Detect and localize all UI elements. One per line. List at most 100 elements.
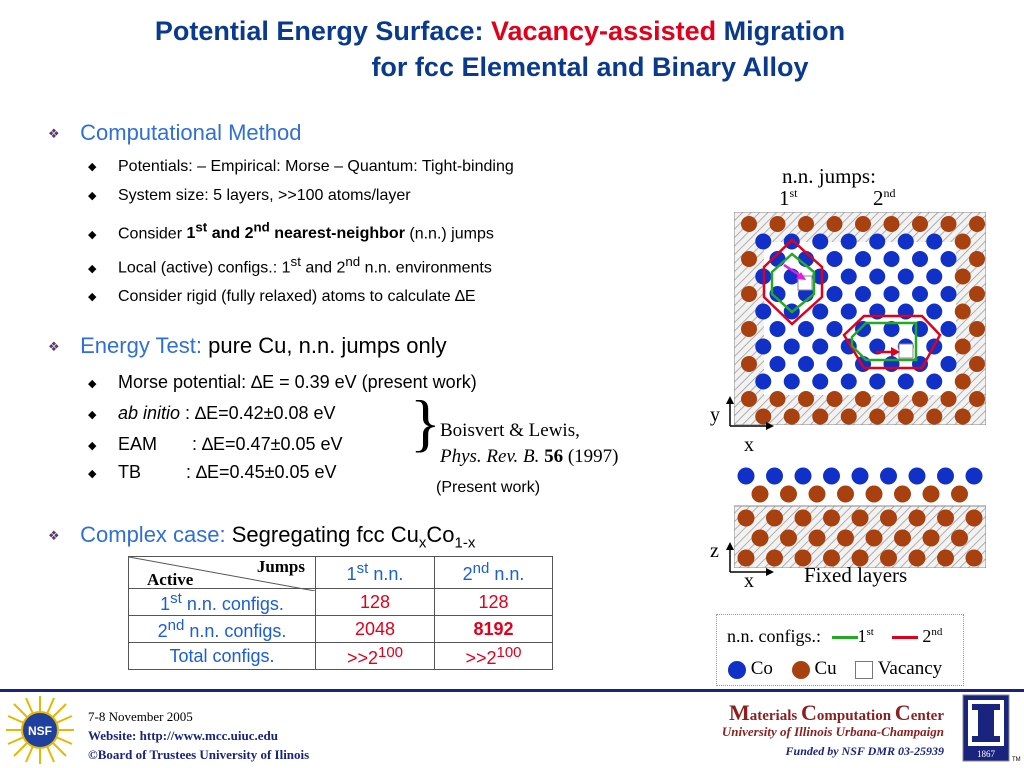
footer-date: 7-8 November 2005 — [88, 709, 193, 724]
corner-diagonal-line — [129, 557, 315, 591]
legend-second-label: 2 — [922, 626, 932, 646]
bullet-consider-jumps: ◆ Consider 1st and 2nd nearest-neighbor (… — [88, 220, 494, 243]
title-part3: Migration — [716, 16, 846, 46]
footer-website-link[interactable]: Website: http://www.mcc.uiuc.edu — [88, 728, 278, 743]
mcc-text: omputation — [816, 708, 895, 724]
cu-atom — [912, 216, 928, 232]
subscript: x — [418, 534, 427, 552]
bullet-icon: ◆ — [88, 262, 97, 275]
table-cell: >>2100 — [434, 642, 553, 670]
corner-active-label: Active — [147, 570, 194, 589]
xz-axes-icon — [726, 542, 774, 576]
reference-brace: } — [410, 387, 441, 458]
co-atom — [812, 233, 829, 250]
illinois-year: 1867 — [977, 749, 996, 759]
cu-atom — [954, 303, 971, 320]
cu-atom — [823, 549, 840, 567]
mcc-initial: M — [728, 700, 750, 725]
co-atom — [940, 356, 957, 372]
bullet-eam: ◆ EAM : ∆E=0.47±0.05 eV — [88, 434, 343, 455]
table-header-1st: 1st n.n. — [315, 556, 435, 589]
cu-atom — [922, 529, 940, 547]
bullet-text: and 2 — [300, 259, 346, 277]
bullet-icon: ◆ — [88, 439, 97, 452]
bullet-icon: ◆ — [88, 228, 97, 241]
cu-atom — [737, 549, 755, 567]
cu-atom — [780, 529, 797, 547]
section3-heading-rest: Segregating fcc Cu — [231, 522, 419, 547]
co-atom — [869, 268, 886, 285]
row-header-text: 1 — [160, 593, 171, 614]
row-header-text: 2 — [157, 620, 168, 641]
cu-atom — [741, 321, 757, 337]
cu-atom — [741, 286, 757, 302]
co-atom — [912, 251, 928, 267]
journal-year: (1997) — [563, 446, 619, 467]
superscript: st — [866, 626, 874, 638]
axis-x-label-side: x — [744, 570, 754, 592]
cu-atom — [837, 529, 854, 547]
cu-atom — [894, 485, 911, 503]
cu-atom — [769, 216, 786, 232]
axis-z-label: z — [710, 540, 719, 562]
co-atom — [926, 373, 943, 390]
bullet-text: : ∆E=0.42±0.08 eV — [180, 403, 336, 423]
bullet-tb: ◆ TB : ∆E=0.45±0.05 eV — [88, 462, 337, 483]
row-header: 2nd n.n. configs. — [128, 615, 316, 643]
cu-atom — [965, 509, 983, 527]
slide-title-line2: for fcc Elemental and Binary Alloy — [90, 50, 1024, 84]
section-computational-method: ❖ Computational Method — [48, 120, 301, 146]
cu-atom — [908, 549, 926, 567]
footer-funding: Funded by NSF DMR 03-25939 — [785, 744, 944, 758]
footer-rule — [0, 689, 1024, 692]
diamond-bullet-icon: ❖ — [48, 339, 60, 355]
superscript: nd — [472, 560, 490, 577]
co-atom — [755, 303, 772, 320]
co-atom — [826, 286, 843, 302]
superscript: 100 — [378, 643, 404, 661]
bullet-text: ab initio — [118, 403, 181, 423]
table-cell: 128 — [315, 588, 435, 616]
section3-co: Co — [426, 522, 455, 547]
bullet-text: System size: 5 layers, >>100 atoms/layer — [118, 187, 411, 204]
row-header: 1st n.n. configs. — [128, 588, 316, 616]
cu-atom — [912, 391, 928, 407]
first-nn-hex-top — [770, 252, 816, 314]
superscript: st — [170, 589, 182, 607]
axis-y-label: y — [710, 404, 720, 426]
title-part1: Potential Energy Surface: — [154, 16, 491, 46]
bullet-icon: ◆ — [88, 291, 97, 304]
cu-atom — [883, 391, 900, 407]
legend-first-line-icon — [831, 636, 858, 640]
subscript: 1-x — [454, 534, 476, 552]
bullet-text: (n.n.) jumps — [404, 225, 494, 243]
cu-atom — [969, 356, 985, 372]
bullet-text: n.n. environments — [360, 259, 492, 277]
bullet-text: TB : ∆E=0.45±0.05 eV — [118, 462, 337, 482]
journal-name: Phys. Rev. B. — [440, 446, 540, 467]
bullet-local-configs: ◆ Local (active) configs.: 1st and 2nd n.… — [88, 254, 492, 277]
superscript: st — [195, 220, 208, 235]
cu-atom — [937, 549, 954, 567]
cu-atom — [922, 485, 940, 503]
co-atom — [812, 268, 829, 285]
cu-atom — [883, 216, 900, 232]
cu-atom — [808, 529, 826, 547]
section-complex-case: ❖ Complex case: Segregating fcc CuxCo1-x — [48, 522, 475, 551]
cell-text: >>2 — [465, 647, 497, 668]
cu-atom — [766, 549, 783, 567]
table-cell: 128 — [434, 588, 553, 616]
cu-atom — [783, 408, 800, 425]
superscript: st — [789, 186, 798, 200]
superscript: nd — [931, 626, 943, 638]
legend-first-label: 1 — [857, 626, 867, 646]
legend-box — [716, 614, 964, 686]
co-atom — [812, 303, 829, 320]
bullet-text: Local (active) configs.: 1 — [118, 259, 291, 277]
cu-atom — [855, 216, 871, 232]
cu-atom — [741, 251, 757, 267]
row-header-text: n.n. configs. — [181, 593, 284, 614]
bullet-icon: ◆ — [88, 161, 97, 174]
top-view-lattice-diagram — [734, 212, 986, 425]
bullet-text: Potentials: – Empirical: Morse – Quantum… — [118, 158, 514, 175]
